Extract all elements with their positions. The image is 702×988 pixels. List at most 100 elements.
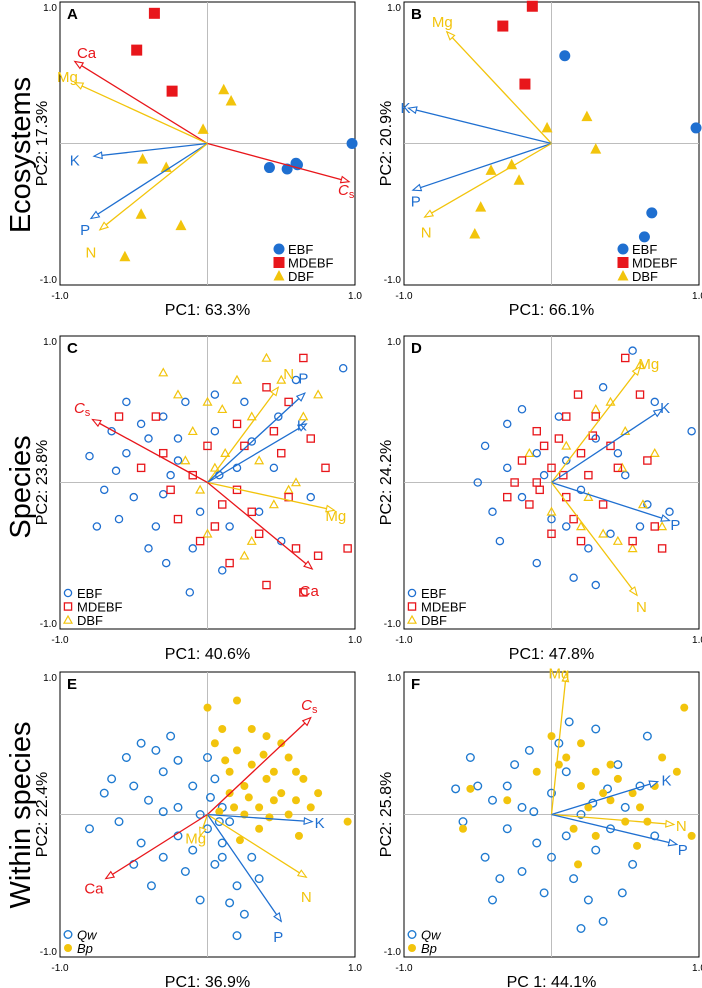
y-axis-label: PC2: 23.8% [34,440,51,525]
vector-label-p: P [273,929,283,946]
vector-label-n: N [301,889,312,906]
point-qw-29 [202,753,212,763]
vector-label-mg: Mg [185,831,206,848]
panel-d: D -1.0 1.0 1.0 -1.0 PC1: 47.8% PC2: 24.2% Mg K P N… [378,335,702,663]
point-ebf-0 [346,138,358,149]
point-ebf-22 [291,375,301,385]
vector-label-ca: Ca [300,583,320,600]
point-ebf-11 [166,470,175,480]
loading-vector-n [207,813,307,878]
x-tick-max: 1.0 [348,635,362,646]
point-mdebf-1 [131,44,143,56]
point-qw-26 [247,852,257,862]
point-mdebf-8 [569,514,578,524]
point-dbf-15 [268,499,279,509]
point-mdebf-26 [559,470,568,480]
loading-vector-mg [207,481,335,511]
point-bp-17 [643,817,652,826]
point-mdebf-0 [517,456,527,465]
vector-arrowhead-p [411,183,423,192]
legend-marker-qw [63,930,73,940]
legend-label-ebf: EBF [288,242,313,257]
point-mdebf-29 [306,434,315,443]
point-qw-30 [547,788,557,798]
point-ebf-1 [517,492,527,502]
point-bp-20 [577,739,585,748]
point-mdebf-23 [114,412,124,421]
x-tick-min: -1.0 [395,291,413,302]
x-tick-min: -1.0 [51,291,69,302]
point-dbf-11 [313,389,324,399]
vector-arrowhead-mg [199,826,207,838]
point-dbf-2 [590,143,602,154]
point-ebf-22 [598,383,608,392]
point-ebf-37 [173,434,183,443]
point-dbf-20 [298,411,309,421]
point-ebf-9 [188,544,197,553]
point-dbf-10 [649,447,660,457]
vector-arrowhead-n [269,386,280,397]
point-bp-33 [265,813,274,822]
row-label-species: Species [5,435,37,538]
point-mdebf-22 [613,463,623,473]
point-dbf-7 [283,484,294,494]
vector-arrowhead-n [423,209,435,218]
point-bp-14 [599,789,608,798]
y-axis-label: PC2: 20.9% [378,101,395,186]
vector-label-k: K [660,400,670,417]
point-ebf-8 [151,522,161,531]
point-bp-29 [230,803,239,812]
legend-label-dbf: DBF [421,613,447,628]
vector-label-ca: Ca [77,45,97,62]
point-ebf-29 [122,397,131,407]
point-dbf-5 [513,174,525,185]
point-ebf-25 [562,522,571,531]
loading-vector-mg [446,31,552,144]
point-ebf-29 [591,580,601,590]
point-qw-36 [195,810,205,820]
y-tick-min: -1.0 [40,947,58,958]
point-mdebf-0 [158,448,168,458]
point-ebf-14 [210,426,220,436]
vector-arrowhead-mg [73,82,85,90]
point-qw-17 [569,874,579,884]
point-bp-3 [247,760,256,769]
point-qw-5 [547,852,557,862]
vector-label-cs: Cs [338,182,355,201]
point-ebf-1 [690,122,702,134]
legend-label-dbf: DBF [77,613,103,628]
point-qw-30 [146,881,156,891]
point-mdebf-8 [313,551,323,561]
point-mdebf-5 [136,463,146,473]
point-mdebf-19 [547,529,556,539]
point-bp-10 [680,703,689,712]
point-qw-29 [502,781,512,791]
panel-letter: A [67,6,78,23]
point-dbf-3 [160,161,172,173]
point-qw-28 [188,845,198,855]
vector-arrowhead-k [296,423,308,432]
point-qw-21 [225,817,235,827]
legend-label-mdebf: MDEBF [632,256,678,271]
point-bp-27 [574,860,583,869]
vector-arrowhead-mg [445,30,456,41]
point-mdebf-22 [299,353,308,363]
point-dbf-7 [119,250,131,262]
point-ebf-5 [173,456,183,465]
x-axis-label: PC1: 36.9% [165,974,250,988]
point-bp-26 [633,841,642,850]
vector-arrowhead-k [652,408,664,418]
loading-vector-p [551,481,670,522]
x-tick-min: -1.0 [395,963,413,974]
point-qw-11 [458,817,468,827]
x-tick-min: -1.0 [51,963,69,974]
point-qw-2 [158,767,168,777]
point-qw-18 [84,824,94,834]
point-ebf-31 [158,489,168,499]
point-bp-22 [269,796,278,805]
point-qw-39 [158,807,168,817]
point-mdebf-9 [539,441,549,451]
point-qw-0 [473,781,483,791]
x-axis-label: PC1: 40.6% [165,646,250,663]
point-mdebf-10 [591,412,601,421]
